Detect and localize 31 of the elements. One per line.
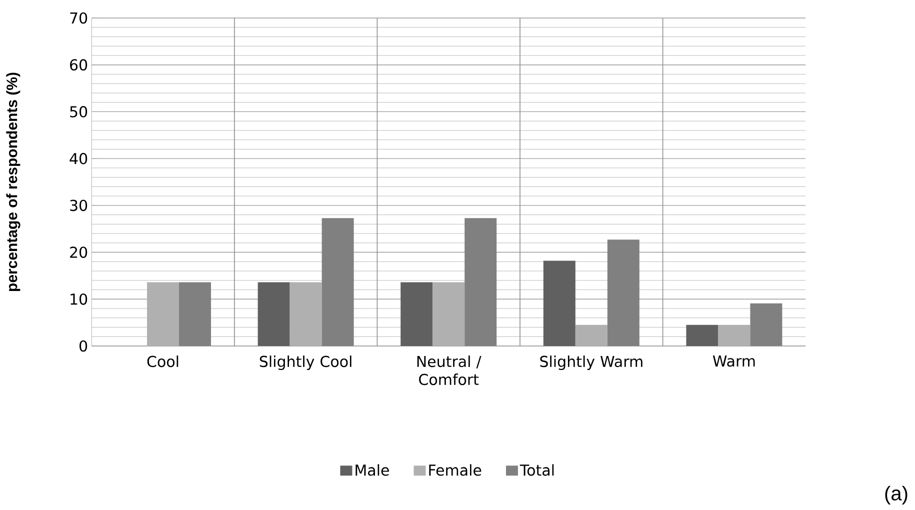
bar — [686, 324, 718, 346]
bar — [322, 218, 354, 346]
bar — [575, 324, 608, 346]
y-axis-title: percentage of respondents (%) — [6, 72, 20, 292]
bar — [464, 218, 497, 346]
x-tick-label: Neutral / Comfort — [417, 356, 482, 386]
bar — [432, 282, 465, 346]
legend-label: Female — [429, 464, 482, 476]
bar — [750, 303, 782, 346]
bar — [543, 260, 576, 346]
y-tick-label: 50 — [70, 106, 88, 118]
x-tick-label: Warm — [712, 356, 755, 367]
y-tick-label: 20 — [70, 246, 88, 258]
bar — [718, 324, 750, 346]
bar — [607, 240, 640, 346]
y-tick-label: 60 — [70, 59, 88, 71]
bar — [258, 282, 290, 346]
bar — [290, 282, 322, 346]
text: (a) — [885, 486, 908, 504]
bar — [400, 282, 433, 346]
legend-label: Male — [356, 464, 389, 476]
y-tick-label: 0 — [80, 340, 88, 352]
x-tick-label: Slightly Cool — [260, 356, 352, 370]
x-tick-label: Cool — [147, 356, 178, 368]
y-tick-label: 10 — [70, 293, 88, 305]
x-tick-label: Slightly Warm — [540, 356, 642, 370]
legend-label: Total — [520, 464, 554, 476]
bar — [179, 282, 212, 346]
y-tick-label: 30 — [70, 200, 88, 212]
y-tick-label: 70 — [70, 12, 88, 24]
y-tick-label: 40 — [70, 152, 88, 164]
